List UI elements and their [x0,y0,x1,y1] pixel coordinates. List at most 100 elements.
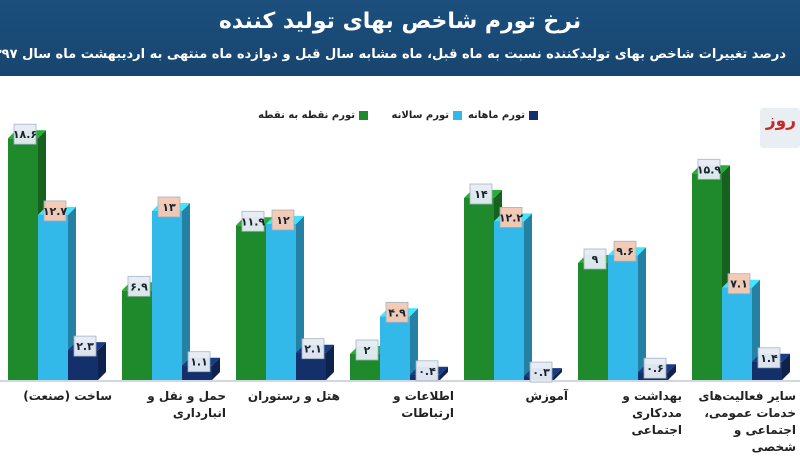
category-label-line: اجتماعی و شخصی [733,423,796,454]
data-label-box-2-5 [643,357,667,379]
data-label-box-2-2 [301,338,325,360]
data-label-box-1-4 [499,206,523,228]
data-label-box-0-3 [355,339,379,361]
bar-side-2-0 [98,342,106,380]
category-label-2: هتل و رستوران [232,388,340,405]
data-label-box-2-3 [415,360,439,382]
data-label-0-0: ۱۸.۶ [13,128,37,141]
data-label-0-5: ۹ [592,253,599,266]
legend-label-monthly: تورم ماهانه [467,109,525,121]
data-label-1-3: ۴.۹ [388,306,406,319]
data-label-1-2: ۱۲ [276,214,290,227]
bar-side-2-2 [326,344,334,380]
brand-logo-text: روز [765,111,796,131]
data-label-1-1: ۱۳ [162,201,176,214]
bar-0-6 [692,173,722,380]
data-label-box-0-6 [697,158,721,180]
legend-swatch-annual [453,110,462,120]
category-label-line: خدمات عمومی، [704,406,796,420]
bar-side-2-6 [782,353,790,380]
bar-side-2-4 [554,368,562,380]
category-label-line: بهداشت و مددکاری [622,389,682,420]
bar-side-2-5 [668,364,676,380]
data-label-0-4: ۱۴ [474,188,488,201]
legend-item-point-to-point: تورم نقطه به نقطه [258,108,368,122]
category-label-line: آموزش [525,389,568,403]
bar-0-5 [578,263,608,380]
bar-side-2-3 [440,366,448,380]
legend-label-point-to-point: تورم نقطه به نقطه [258,109,355,121]
legend-label-annual: تورم سالانه [391,109,449,121]
category-label-line: ساخت (صنعت) [23,389,112,403]
data-label-0-3: ۲ [364,344,371,357]
category-label-line: هتل و رستوران [247,389,340,403]
category-label-line: اطلاعات و ارتباطات [393,389,454,420]
category-label-line: اجتماعی [631,423,682,437]
data-label-box-0-5 [583,248,607,270]
data-label-box-2-6 [757,347,781,369]
data-label-1-6: ۷.۱ [730,278,748,291]
chart-legend-annual: تورم سالانه [370,108,462,124]
bar-side-2-1 [212,357,220,380]
chart-header: نرخ تورم شاخص بهای تولید کننده درصد تغیی… [0,0,800,76]
data-label-1-0: ۱۲.۷ [43,205,68,218]
bar-0-4 [464,198,494,380]
data-label-box-0-4 [469,183,493,205]
data-label-box-1-6 [727,273,751,295]
category-label-0: ساخت (صنعت) [4,388,112,405]
bar-1-3 [380,316,410,380]
bar-side-1-4 [524,213,532,380]
category-label-line: سایر فعالیت‌های [698,389,796,403]
data-label-0-6: ۱۵.۹ [697,163,722,176]
category-label-line: انبارداری [172,406,226,420]
data-label-box-0-0 [13,123,37,145]
data-label-box-1-3 [385,301,409,323]
data-label-2-1: ۱.۱ [190,356,208,369]
data-label-2-0: ۲.۳ [76,340,94,353]
bar-0-0 [8,138,38,380]
category-label-4: آموزش [460,388,568,405]
data-label-0-2: ۱۱.۹ [241,215,266,228]
data-label-box-1-1 [157,196,181,218]
bar-side-1-1 [182,203,190,380]
data-label-2-3: ۰.۴ [418,365,436,378]
chart-title: نرخ تورم شاخص بهای تولید کننده [218,9,582,34]
data-label-box-1-5 [613,240,637,262]
bar-1-1 [152,211,182,380]
data-label-box-2-0 [73,335,97,357]
data-label-1-4: ۱۲.۲ [499,211,524,224]
bar-1-0 [38,214,68,380]
data-label-box-1-0 [43,200,67,222]
data-label-1-5: ۹.۶ [616,245,634,258]
chart-subtitle: درصد تغییرات شاخص بهای تولیدکننده نسبت ب… [0,47,786,62]
brand-logo: روز [760,108,800,148]
category-label-3: اطلاعات و ارتباطات [346,388,454,422]
data-label-box-0-2 [241,210,265,232]
legend-item-annual: تورم سالانه [392,108,462,122]
category-label-6: سایر فعالیت‌های خدمات عمومی، اجتماعی و شخص… [688,388,796,456]
category-label-line: حمل و نقل و [147,389,226,403]
data-label-2-5: ۰.۶ [646,362,664,375]
data-label-2-2: ۲.۱ [304,343,322,356]
data-label-box-0-1 [127,275,151,297]
data-label-0-1: ۶.۹ [130,280,148,293]
chart-legend: تورم نقطه به نقطه [258,108,368,124]
data-label-box-2-4 [529,361,553,383]
chart-legend-monthly: تورم ماهانه [458,108,538,124]
data-label-2-4: ۰.۳ [532,366,550,379]
data-label-box-1-2 [271,209,295,231]
data-label-box-2-1 [187,351,211,373]
category-label-5: بهداشت و مددکاری اجتماعی [574,388,682,439]
bar-0-1 [122,290,152,380]
legend-swatch-point-to-point [359,110,368,120]
legend-swatch-monthly [529,110,538,120]
data-label-2-6: ۱.۴ [760,352,778,365]
bar-1-6 [722,287,752,380]
bar-0-2 [236,225,266,380]
bar-side-1-5 [638,247,646,380]
legend-item-monthly: تورم ماهانه [468,108,538,122]
bar-1-2 [266,224,296,380]
category-label-1: حمل و نقل و انبارداری [118,388,226,422]
bar-1-5 [608,255,638,380]
